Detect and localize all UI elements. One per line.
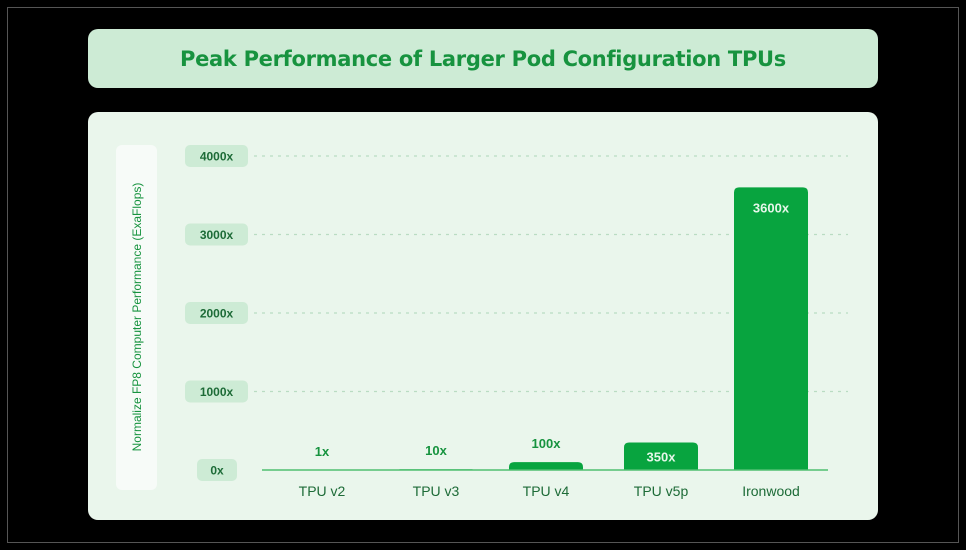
y-tick-pill xyxy=(197,459,237,481)
data-label: 350x xyxy=(647,449,677,464)
y-tick-pill xyxy=(185,302,248,324)
data-label: 10x xyxy=(425,443,447,458)
x-tick-label: TPU v4 xyxy=(523,483,570,499)
bar xyxy=(509,462,583,470)
bar xyxy=(624,442,698,470)
data-label: 3600x xyxy=(753,200,790,215)
y-tick-label: 0x xyxy=(210,464,224,478)
title-banner: Peak Performance of Larger Pod Configura… xyxy=(88,29,878,88)
y-tick-pill xyxy=(185,380,248,403)
data-label: 1x xyxy=(315,444,330,459)
y-axis-label-box xyxy=(116,145,157,490)
chart-title: Peak Performance of Larger Pod Configura… xyxy=(179,46,786,71)
y-tick-pill xyxy=(185,223,248,246)
x-tick-label: TPU v5p xyxy=(634,483,689,499)
window-frame xyxy=(7,7,959,543)
y-axis-label: Normalize FP8 Computer Performance (ExaF… xyxy=(130,183,144,452)
x-tick-label: Ironwood xyxy=(742,483,800,499)
y-tick-label: 3000x xyxy=(200,228,234,242)
y-tick-label: 1000x xyxy=(200,385,234,399)
y-tick-label: 2000x xyxy=(200,307,234,321)
y-tick-pill xyxy=(185,145,248,167)
data-label: 100x xyxy=(532,436,562,451)
x-tick-label: TPU v2 xyxy=(299,483,346,499)
bar xyxy=(734,187,808,470)
x-tick-label: TPU v3 xyxy=(413,483,460,499)
y-tick-label: 4000x xyxy=(200,150,234,164)
